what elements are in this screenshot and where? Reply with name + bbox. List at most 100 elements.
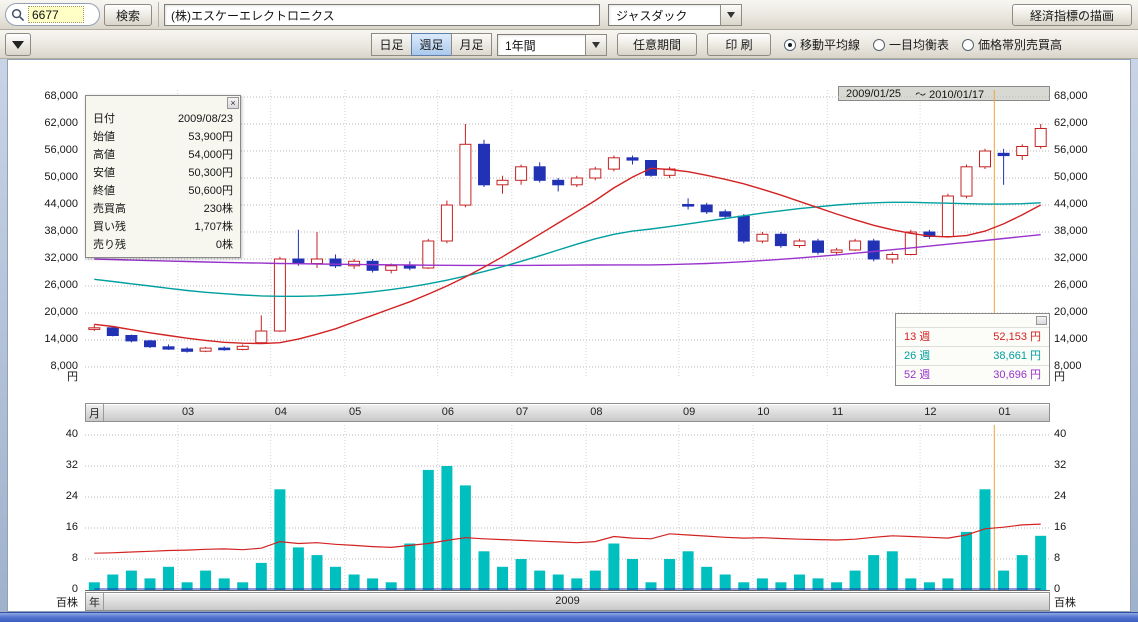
tooltip-label: 買い残 (93, 221, 126, 233)
price-axis-unit-right: 円 (1054, 371, 1065, 383)
tooltip-row: 売り残 0株 (86, 236, 240, 254)
period-weekly-button[interactable]: 週足 (411, 33, 452, 56)
tooltip-label: 日付 (93, 113, 115, 125)
price-axis-label-left: 68,000 (44, 90, 78, 102)
tooltip-value: 230株 (203, 203, 233, 215)
legend-value: 30,696 円 (993, 369, 1041, 381)
tooltip-row: 始値 53,900円 (86, 128, 240, 146)
toolbar-divider (158, 2, 159, 27)
chevron-down-icon (727, 12, 735, 18)
price-axis-label-right: 14,000 (1054, 333, 1088, 345)
period-monthly-button[interactable]: 月足 (451, 33, 492, 56)
volume-chart-plot[interactable] (85, 425, 1050, 592)
price-axis-label-left: 50,000 (44, 171, 78, 183)
month-axis-unit: 月 (86, 404, 104, 421)
volume-axis-label-left: 8 (71, 552, 78, 564)
price-axis-label-left: 62,000 (44, 117, 78, 129)
tooltip-row: 終値 50,600円 (86, 182, 240, 200)
price-axis-label-right: 50,000 (1054, 171, 1088, 183)
date-range-to: ～ 2010/01/17 (915, 88, 985, 101)
month-axis-label: 03 (181, 406, 195, 418)
month-axis-label: 11 (831, 406, 844, 418)
month-axis-label: 01 (998, 406, 1011, 418)
economic-indicator-button[interactable]: 経済指標の描画 (1012, 4, 1132, 26)
search-icon (11, 8, 25, 21)
chevron-down-icon (12, 40, 24, 49)
month-axis-label: 08 (590, 406, 603, 418)
volume-axis-label-left: 24 (65, 490, 78, 502)
tooltip-label: 高値 (93, 149, 115, 161)
range-select[interactable]: 1年間 (497, 34, 607, 56)
period-daily-button[interactable]: 日足 (371, 33, 412, 56)
volume-axis-unit-left: 百株 (56, 597, 78, 609)
legend-label: 26 週 (904, 350, 931, 362)
tooltip-row: 高値 54,000円 (86, 146, 240, 164)
tooltip-label: 売り残 (93, 239, 126, 251)
print-button[interactable]: 印 刷 (707, 33, 771, 56)
price-axis-label-right: 38,000 (1054, 225, 1088, 237)
chevron-down-icon (592, 42, 600, 48)
price-axis-label-right: 56,000 (1054, 144, 1088, 156)
custom-range-button[interactable]: 任意期間 (617, 33, 697, 56)
radio-moving-average[interactable]: 移動平均線 (784, 36, 860, 53)
radio-unselected-icon (962, 38, 975, 51)
range-select-value: 1年間 (497, 34, 585, 56)
market-select-arrow-button[interactable] (720, 4, 742, 26)
volume-axis-label-left: 16 (65, 521, 78, 533)
legend-row: 52 週 30,696 円 (896, 365, 1049, 384)
volume-axis-label-left: 32 (65, 459, 78, 471)
market-select[interactable]: ジャスダック (608, 4, 742, 26)
range-select-arrow-button[interactable] (585, 34, 607, 56)
minimize-icon[interactable] (1036, 316, 1047, 325)
tooltip-value: 54,000円 (188, 149, 233, 161)
legend-row: 13 週 52,153 円 (896, 327, 1049, 346)
tooltip-value: 50,300円 (188, 167, 233, 179)
search-button[interactable]: 検索 (104, 4, 152, 26)
tooltip-row: 売買高 230株 (86, 200, 240, 218)
chart-menu-dropdown-button[interactable] (5, 33, 31, 56)
volume-axis-label-left: 0 (71, 583, 78, 595)
price-axis-unit-left: 円 (67, 371, 78, 383)
candle-info-tooltip: × 日付 2009/08/23 始値 53,900円 高値 54,000円 安値 50,… (85, 95, 241, 258)
year-axis-value: 2009 (555, 595, 580, 607)
volume-axis-label-right: 32 (1054, 459, 1067, 471)
legend-label: 52 週 (904, 369, 931, 381)
legend-value: 38,661 円 (993, 350, 1041, 362)
price-axis-label-right: 20,000 (1054, 306, 1088, 318)
volume-axis-label-right: 24 (1054, 490, 1067, 502)
legend-header (896, 314, 1049, 327)
tooltip-label: 安値 (93, 167, 115, 179)
price-axis-label-left: 20,000 (44, 306, 78, 318)
radio-selected-icon (784, 38, 796, 51)
tooltip-row: 安値 50,300円 (86, 164, 240, 182)
stock-code-input[interactable] (28, 6, 84, 23)
tooltip-value: 0株 (215, 239, 233, 251)
volume-axis-label-right: 0 (1054, 583, 1061, 595)
price-axis-label-left: 14,000 (44, 333, 78, 345)
month-axis-label: 09 (683, 406, 696, 418)
window-bottom-strip (0, 612, 1138, 622)
tooltip-value: 1,707株 (194, 221, 233, 233)
volume-axis-unit-right: 百株 (1054, 597, 1076, 609)
price-axis-label-right: 26,000 (1054, 279, 1088, 291)
volume-axis-label-right: 40 (1054, 428, 1067, 440)
volume-axis-label-right: 8 (1054, 552, 1061, 564)
radio-price-volume[interactable]: 価格帯別売買高 (962, 36, 1062, 53)
close-icon[interactable]: × (227, 97, 239, 109)
year-axis-bar: 年 2009 (85, 592, 1050, 611)
month-axis-label: 10 (757, 406, 770, 418)
stock-code-search-box (5, 3, 100, 26)
price-chart-plot[interactable] (85, 90, 1050, 377)
radio-moving-average-label: 移動平均線 (800, 38, 861, 52)
month-axis-bar: 月 03 04 05 06 07 08 09 10 11 12 01 (85, 403, 1050, 422)
price-axis-label-left: 8,000 (50, 360, 78, 372)
stock-name-field[interactable]: (株)エスケーエレクトロニクス (164, 4, 600, 26)
month-axis-label: 07 (515, 406, 529, 418)
toolbar-top: 検索 (株)エスケーエレクトロニクス ジャスダック 経済指標の描画 (0, 0, 1138, 30)
toolbar-second: 日足 週足 月足 1年間 任意期間 印 刷 移動平均線 一目均衡表 価格帯別売買… (0, 30, 1138, 59)
tooltip-value: 2009/08/23 (177, 113, 233, 125)
tooltip-value: 53,900円 (188, 131, 233, 143)
radio-ichimoku[interactable]: 一目均衡表 (873, 36, 949, 53)
margin-buy-line (94, 523, 1041, 554)
